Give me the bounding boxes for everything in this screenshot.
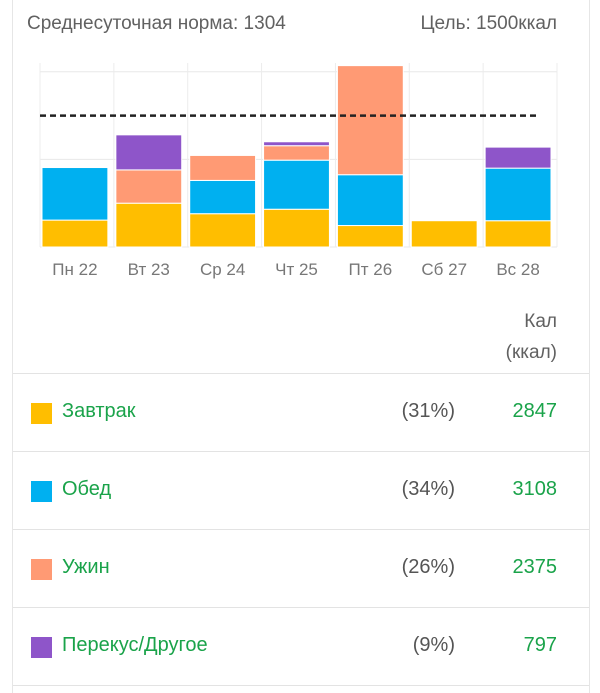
x-tick-label: Пт 26 (349, 260, 393, 279)
color-swatch (31, 559, 52, 580)
bar-segment (115, 169, 183, 204)
meal-name: Обед (62, 478, 112, 500)
legend-row[interactable]: Ужин (26%) 2375 (13, 529, 589, 607)
bar-segment (189, 154, 257, 181)
meal-calories: 2375 (512, 556, 558, 578)
legend-row[interactable]: Завтрак (31%) 2847 (13, 373, 589, 451)
bar-segment (189, 213, 257, 248)
bar-segment (263, 145, 330, 161)
bar-segment (115, 134, 183, 171)
goal-label: Цель: 1500ккал (420, 13, 558, 34)
legend-row[interactable]: Перекус/Другое (9%) 797 (13, 607, 589, 685)
meal-name: Ужин (62, 556, 110, 578)
meal-percent: (9%) (412, 634, 455, 656)
meal-name: Перекус/Другое (62, 634, 208, 656)
summary-header: Среднесуточная норма: 1304 Цель: 1500кка… (13, 0, 589, 50)
x-tick-label: Сб 27 (421, 260, 467, 279)
meal-percent: (34%) (401, 478, 455, 500)
meal-legend: Завтрак (31%) 2847 Обед (34%) 3108 Ужин (26%) 23… (13, 373, 589, 686)
meal-calories: 3108 (512, 478, 558, 500)
meal-name: Завтрак (62, 400, 136, 422)
bar-segment (263, 208, 330, 248)
bar-segment (336, 225, 404, 248)
meal-percent: (26%) (401, 556, 455, 578)
legend-row[interactable]: Обед (34%) 3108 (13, 451, 589, 529)
color-swatch (31, 403, 52, 424)
bar-segment (263, 141, 330, 147)
bar-segment (115, 202, 183, 248)
color-swatch (31, 481, 52, 502)
bar-segment (263, 159, 330, 210)
legend-divider (13, 685, 589, 686)
x-tick-label: Вт 23 (128, 260, 170, 279)
x-tick-label: Чт 25 (275, 260, 318, 279)
bar-segment (336, 174, 404, 227)
bar-segment (41, 219, 109, 248)
bar-segment (410, 220, 478, 248)
x-tick-label: Ср 24 (200, 260, 245, 279)
bar-segment (336, 65, 404, 176)
meal-calories: 797 (523, 634, 557, 656)
bar-segment (484, 220, 552, 248)
daily-average-label: Среднесуточная норма: 1304 (27, 13, 286, 34)
x-tick-label: Пн 22 (52, 260, 97, 279)
calorie-summary-card: Среднесуточная норма: 1304 Цель: 1500кка… (12, 0, 590, 693)
bar-segment (484, 167, 552, 222)
stacked-bar-chart: Пн 22 Вт 23 Ср 24 Чт 25 Пт 26 Сб 27 Вс 28 (39, 63, 558, 279)
x-tick-label: Вс 28 (496, 260, 539, 279)
bar-segment (189, 179, 257, 215)
meal-calories: 2847 (512, 400, 558, 422)
bar-segment (41, 167, 109, 221)
bar-segment (484, 146, 552, 169)
color-swatch (31, 637, 52, 658)
meal-percent: (31%) (401, 400, 455, 422)
unit-label: Кал (ккал) (505, 311, 557, 363)
